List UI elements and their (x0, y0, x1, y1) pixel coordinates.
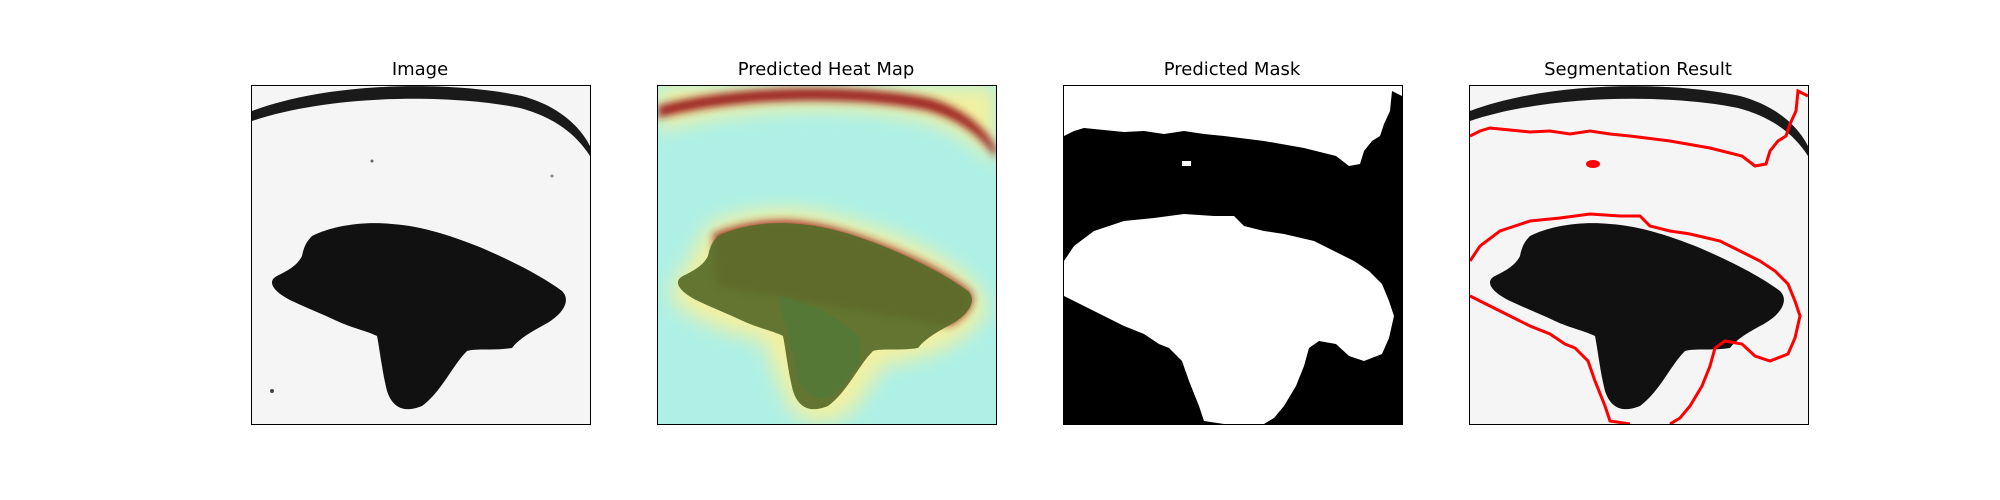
image-arc-shape (252, 86, 590, 156)
panel-title-mask: Predicted Mask (1163, 59, 1301, 80)
heatmap-canvas (658, 86, 996, 424)
image-panel (251, 85, 591, 425)
segmentation-spot (1586, 160, 1600, 168)
segmentation-canvas (1470, 86, 1808, 424)
panel-title-heatmap: Predicted Heat Map (737, 59, 915, 80)
heatmap-panel (657, 85, 997, 425)
panel-title-segmentation: Segmentation Result (1544, 59, 1732, 80)
segmentation-contour-top (1470, 88, 1808, 168)
mask-canvas (1064, 86, 1402, 424)
mask-panel (1063, 85, 1403, 425)
segmentation-panel (1469, 85, 1809, 425)
segmentation-contour-main (1470, 212, 1802, 424)
panel-title-image: Image (391, 59, 449, 80)
image-canvas (252, 86, 590, 424)
